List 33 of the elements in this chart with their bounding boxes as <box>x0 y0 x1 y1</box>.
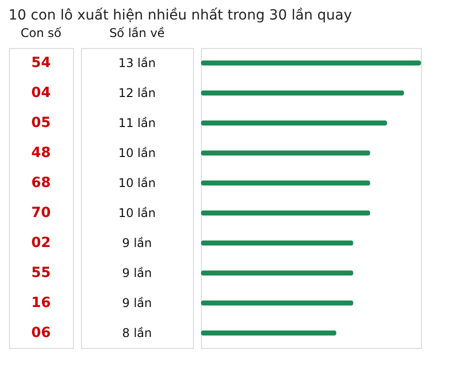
y-tick-label: 05 <box>31 115 51 131</box>
data-label: 11 lần <box>118 116 156 130</box>
data-label: 9 lần <box>122 296 152 310</box>
data-label: 10 lần <box>118 206 156 220</box>
data-label: 9 lần <box>122 266 152 280</box>
bar <box>201 90 404 96</box>
bar <box>201 240 354 246</box>
bar <box>201 120 388 126</box>
x-axis-title: Số lần về <box>109 26 165 40</box>
data-label: 10 lần <box>118 176 156 190</box>
y-axis-title: Con số <box>20 26 62 40</box>
bar <box>201 60 421 66</box>
data-label: 9 lần <box>122 236 152 250</box>
bar <box>201 180 370 186</box>
bar <box>201 150 370 156</box>
y-tick-label: 54 <box>31 55 51 71</box>
data-label: 8 lần <box>122 326 152 340</box>
y-tick-label: 06 <box>31 325 51 341</box>
y-tick-label: 04 <box>31 85 51 101</box>
y-tick-label: 48 <box>31 145 51 161</box>
y-tick-label: 55 <box>31 265 51 281</box>
data-label: 10 lần <box>118 146 156 160</box>
y-tick-label: 16 <box>31 295 51 311</box>
bar <box>201 270 354 276</box>
data-label: 13 lần <box>118 56 156 70</box>
chart-title: 10 con lô xuất hiện nhiều nhất trong 30 lần quay <box>8 8 352 24</box>
y-tick-label: 68 <box>31 175 51 191</box>
bar <box>201 210 370 216</box>
y-tick-label: 02 <box>31 235 51 251</box>
bar <box>201 330 336 336</box>
y-tick-label: 70 <box>31 205 51 221</box>
bar <box>201 300 354 306</box>
data-label: 12 lần <box>118 86 156 100</box>
